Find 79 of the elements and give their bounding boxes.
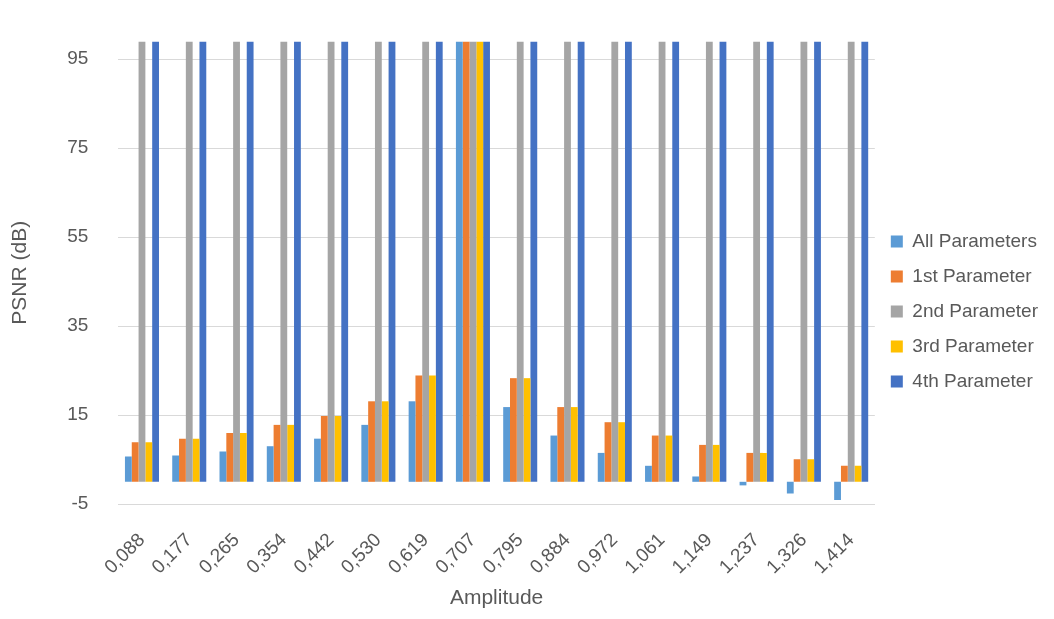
bar	[672, 41, 680, 482]
bar	[368, 401, 375, 482]
bar	[233, 41, 240, 482]
bar	[124, 456, 132, 482]
bar	[699, 444, 706, 482]
bar	[172, 455, 180, 482]
bar	[800, 41, 808, 482]
bar	[226, 432, 234, 482]
bar	[266, 446, 274, 482]
bar	[753, 41, 761, 482]
legend-label: 1st Parameter	[912, 264, 1033, 286]
bar	[847, 41, 855, 482]
y-axis-title: PSNR (dB)	[7, 220, 31, 325]
bar	[503, 407, 510, 482]
bar	[786, 481, 794, 494]
bar	[152, 41, 159, 482]
legend-label: 4th Parameter	[912, 369, 1034, 391]
bar	[840, 465, 848, 482]
bar	[341, 41, 349, 482]
bar	[746, 452, 754, 482]
y-tick-label: 35	[67, 314, 89, 336]
bar	[145, 442, 153, 482]
bar	[665, 435, 673, 482]
bar	[712, 444, 720, 482]
y-tick-label: -5	[71, 492, 89, 514]
bar	[483, 41, 490, 482]
bar	[834, 481, 841, 501]
bar	[476, 41, 484, 482]
y-tick-label: 95	[67, 47, 89, 69]
bar	[415, 375, 423, 482]
bar	[597, 452, 605, 482]
legend-label: All Parameters	[912, 229, 1037, 251]
bar	[611, 41, 619, 482]
bar	[280, 41, 288, 482]
bar	[807, 459, 815, 482]
bar	[374, 41, 382, 482]
bar	[564, 41, 571, 482]
bar	[861, 41, 869, 482]
bar	[185, 41, 193, 482]
bar	[645, 465, 652, 482]
bar	[361, 424, 369, 482]
bar	[246, 41, 254, 482]
bar	[435, 41, 443, 482]
bar	[814, 41, 821, 482]
bar	[618, 422, 625, 482]
bar	[179, 438, 186, 482]
legend-label: 2nd Parameter	[912, 299, 1039, 321]
bar	[624, 41, 632, 482]
bar	[429, 375, 436, 482]
bar	[760, 452, 767, 482]
bar	[705, 41, 713, 482]
y-tick-label: 15	[67, 403, 89, 425]
legend-label: 3rd Parameter	[912, 334, 1035, 356]
bar	[557, 407, 565, 482]
bar	[131, 442, 139, 482]
bar	[327, 41, 335, 482]
x-axis-title: Amplitude	[449, 585, 544, 609]
bar	[570, 407, 578, 482]
bar	[381, 401, 389, 482]
bar	[294, 41, 301, 482]
bar	[577, 41, 585, 482]
bar	[692, 476, 700, 482]
bar	[455, 41, 463, 482]
bar	[287, 424, 295, 482]
bar	[314, 438, 321, 482]
bar	[239, 432, 247, 482]
bar	[766, 41, 774, 482]
bar	[199, 41, 207, 482]
y-tick-label: 75	[67, 136, 89, 158]
y-tick-label: 55	[67, 225, 89, 247]
bar	[462, 41, 470, 482]
bar	[550, 435, 558, 482]
bar	[422, 41, 430, 482]
bar	[516, 41, 524, 482]
bar	[651, 435, 659, 482]
bar	[530, 41, 538, 482]
bar	[793, 459, 801, 482]
bar	[320, 415, 328, 482]
bar	[510, 378, 517, 482]
